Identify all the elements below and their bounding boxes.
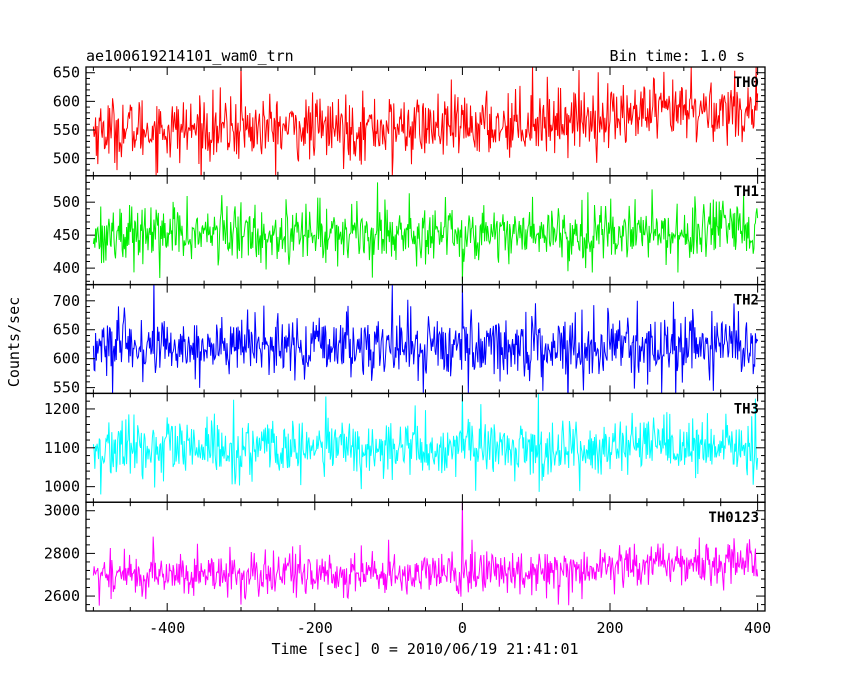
y-tick-label: 500: [53, 150, 80, 168]
panels: 500 550 600 650 TH0 400 450 500 TH1 550 600 650 700 T…: [44, 64, 771, 637]
x-tick-label: -400: [149, 619, 185, 637]
panel-th3: 1000 1100 1200 TH3: [44, 392, 766, 503]
y-tick-label: 550: [53, 121, 80, 139]
series-line-th0: [92, 67, 759, 176]
y-tick-label: 1100: [44, 439, 80, 457]
x-tick-label: 400: [744, 619, 771, 637]
y-axis-label: Counts/sec: [5, 297, 23, 387]
y-tick-label: 700: [53, 292, 80, 310]
y-tick-label: 2800: [44, 544, 80, 562]
y-tick-label: 1200: [44, 400, 80, 418]
x-tick-label: 0: [458, 619, 467, 637]
y-tick-label: 500: [53, 193, 80, 211]
panel-frame: [85, 283, 766, 395]
series-line-th3: [92, 393, 759, 495]
y-tick-label: 2600: [44, 587, 80, 605]
panel-th1: 400 450 500 TH1: [53, 175, 766, 286]
series-line-th0123: [92, 502, 759, 606]
panel-th0: 500 550 600 650 TH0: [53, 64, 766, 177]
y-tick-label: 1000: [44, 478, 80, 496]
panel-label: TH0: [734, 75, 759, 91]
y-tick-label: 600: [53, 92, 80, 110]
chart-title: ae100619214101_wam0_trn: [86, 47, 294, 65]
y-tick-label: 600: [53, 350, 80, 368]
series-line-th1: [92, 182, 759, 283]
panel-label: TH3: [734, 401, 759, 417]
panel-th0123: 2600 2800 3000 TH0123: [44, 501, 766, 612]
y-tick-label: 650: [53, 321, 80, 339]
y-tick-label: 550: [53, 379, 80, 397]
x-axis-label: Time [sec] 0 = 2010/06/19 21:41:01: [271, 640, 578, 658]
panel-th2: 550 600 650 700 TH2: [53, 283, 766, 397]
chart-subtitle: Bin time: 1.0 s: [610, 47, 745, 65]
series-line-th2: [92, 284, 759, 394]
y-tick-label: 450: [53, 226, 80, 244]
x-tick-label: -200: [297, 619, 333, 637]
x-tick-label: 200: [596, 619, 623, 637]
panel-label: TH0123: [708, 510, 759, 526]
y-tick-label: 3000: [44, 502, 80, 520]
panel-label: TH2: [734, 293, 759, 309]
y-tick-label: 400: [53, 259, 80, 277]
panel-label: TH1: [734, 184, 759, 200]
y-tick-label: 650: [53, 64, 80, 82]
